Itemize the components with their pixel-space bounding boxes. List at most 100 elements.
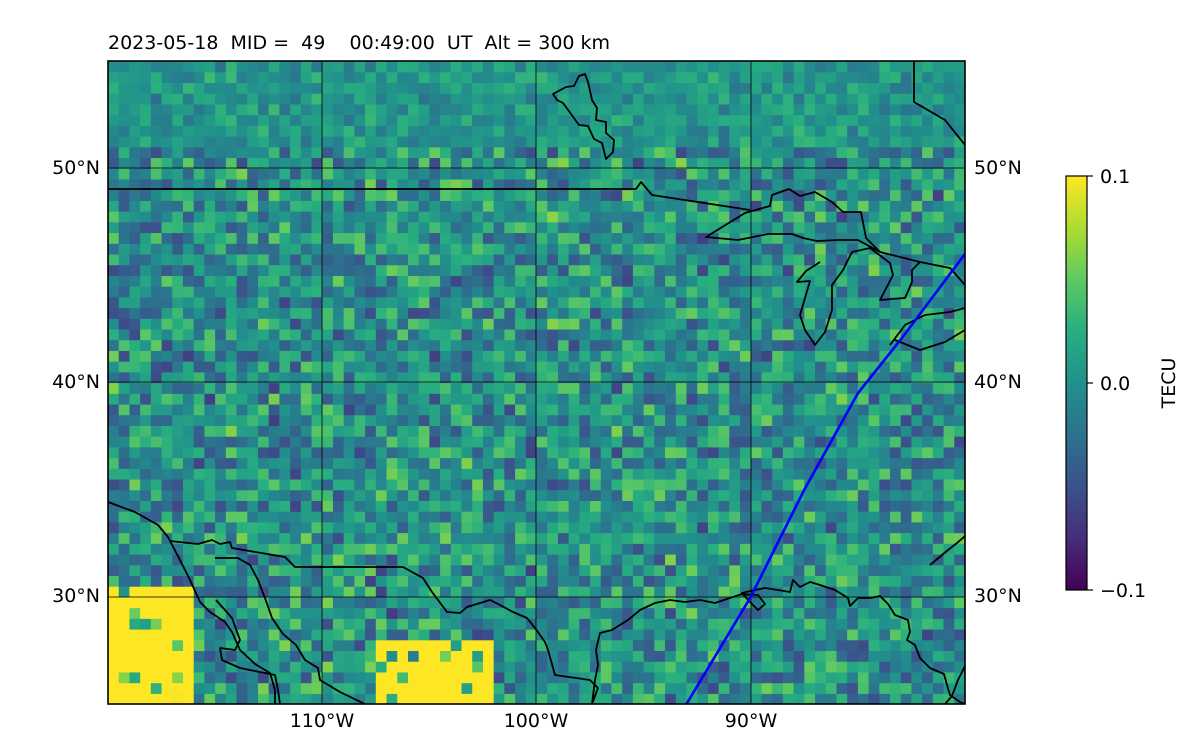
colorbar-label-zero: 0.0 xyxy=(1100,373,1130,395)
tec-cell xyxy=(108,125,120,137)
tec-cell xyxy=(461,286,473,298)
tec-cell xyxy=(750,543,763,555)
tec-cell xyxy=(750,318,763,330)
tec-cell xyxy=(868,521,880,534)
tec-cell xyxy=(911,607,923,619)
tec-cell xyxy=(118,264,131,276)
tec-cell xyxy=(204,178,216,191)
tec-cell xyxy=(900,457,913,469)
tec-cell xyxy=(590,328,602,341)
tec-cell xyxy=(761,232,773,244)
tec-cell xyxy=(815,521,827,534)
tec-cell xyxy=(847,553,859,566)
tec-cell xyxy=(740,264,752,276)
tec-cell xyxy=(868,200,880,212)
tec-cell xyxy=(622,596,634,609)
tec-cell xyxy=(622,661,634,673)
tec-cell xyxy=(247,361,259,373)
tec-cell xyxy=(461,71,473,84)
tec-cell xyxy=(472,339,484,351)
tec-cell xyxy=(386,371,398,384)
tec-cell xyxy=(172,489,184,501)
tec-cell xyxy=(622,446,634,459)
tec-cell xyxy=(890,693,902,704)
tec-cell xyxy=(108,318,120,330)
tec-cell xyxy=(322,382,334,394)
tec-cell xyxy=(557,618,570,630)
tec-cell xyxy=(493,500,505,512)
tec-cell xyxy=(600,146,613,159)
tec-cell xyxy=(729,71,741,84)
tec-cell xyxy=(472,350,484,362)
tec-cell xyxy=(332,382,345,394)
tec-cell xyxy=(129,586,141,598)
tec-cell xyxy=(590,157,602,169)
tec-cell xyxy=(150,157,163,169)
tec-cell xyxy=(311,543,323,555)
tec-cell xyxy=(322,361,334,373)
tec-cell xyxy=(525,671,538,684)
tec-cell xyxy=(118,575,131,587)
tec-cell xyxy=(557,639,570,652)
tec-cell xyxy=(804,586,816,598)
tec-cell xyxy=(665,93,677,105)
tec-cell xyxy=(397,146,409,159)
tec-cell xyxy=(675,243,688,255)
tec-cell xyxy=(879,200,891,212)
tec-cell xyxy=(547,596,559,609)
tec-cell xyxy=(847,286,859,298)
tec-cell xyxy=(365,532,377,544)
tec-cell xyxy=(922,264,934,276)
tec-cell xyxy=(943,275,955,287)
tec-cell xyxy=(815,232,827,244)
tec-cell xyxy=(236,361,248,373)
tec-cell xyxy=(365,511,377,523)
tec-cell xyxy=(268,511,280,523)
tec-cell xyxy=(300,178,313,191)
tec-cell xyxy=(172,682,184,694)
tec-cell xyxy=(632,61,645,73)
tec-cell xyxy=(911,82,923,94)
tec-cell xyxy=(279,553,291,566)
tec-cell xyxy=(622,553,634,566)
tec-cell xyxy=(354,253,366,266)
tec-cell xyxy=(290,82,302,94)
tec-cell xyxy=(397,511,409,523)
tec-cell xyxy=(268,286,280,298)
tec-cell xyxy=(911,393,923,405)
tec-cell xyxy=(225,103,238,116)
tec-cell xyxy=(182,328,195,341)
tec-cell xyxy=(418,275,430,287)
tec-cell xyxy=(375,296,388,309)
tec-cell xyxy=(215,221,227,234)
tec-cell xyxy=(836,575,848,587)
tec-cell xyxy=(311,371,323,384)
tec-cell xyxy=(150,361,163,373)
tec-cell xyxy=(365,275,377,287)
tec-cell xyxy=(643,125,655,137)
tec-cell xyxy=(900,425,913,437)
tec-cell xyxy=(429,586,441,598)
tec-cell xyxy=(161,521,173,534)
tec-cell xyxy=(429,693,441,704)
tec-cell xyxy=(815,425,827,437)
tec-cell xyxy=(611,232,623,244)
tec-cell xyxy=(622,478,634,491)
tec-cell xyxy=(697,275,709,287)
tec-cell xyxy=(247,71,259,84)
tec-cell xyxy=(429,532,441,544)
tec-cell xyxy=(322,189,334,201)
tec-cell xyxy=(675,661,688,673)
tec-cell xyxy=(140,168,152,180)
tec-cell xyxy=(954,307,965,319)
satellite-track xyxy=(685,253,965,704)
tec-cell xyxy=(879,628,891,641)
tec-cell xyxy=(718,125,730,137)
tec-cell xyxy=(504,575,516,587)
tec-cell xyxy=(579,446,591,459)
tec-cell xyxy=(215,103,227,116)
tec-cell xyxy=(504,682,516,694)
tec-cell xyxy=(493,307,505,319)
tec-cell xyxy=(375,253,388,266)
tec-cell xyxy=(922,489,934,501)
